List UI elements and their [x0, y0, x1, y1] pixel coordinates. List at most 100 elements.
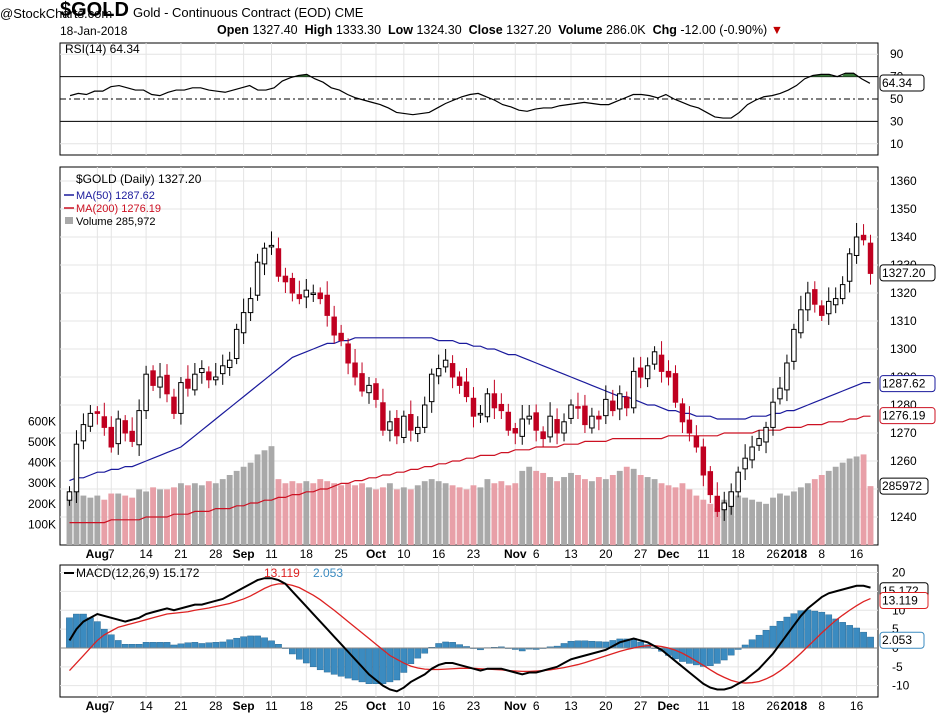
candle-body	[714, 495, 721, 512]
candle-body	[658, 354, 665, 372]
volume-bar	[526, 466, 533, 545]
volume-bar	[679, 483, 686, 545]
macd-histogram-bar	[66, 617, 73, 649]
volume-bar	[519, 470, 526, 545]
macd-histogram-bar	[94, 621, 101, 649]
volume-bar	[484, 479, 491, 545]
volume-bar	[303, 481, 310, 545]
volume-bar	[310, 483, 317, 545]
macd-histogram-bar	[839, 622, 846, 649]
x-axis-label: 23	[467, 699, 481, 713]
candle-body	[136, 410, 142, 446]
candle-body	[206, 371, 212, 381]
volume-bar	[777, 493, 783, 545]
candle-body	[171, 396, 177, 414]
volume-legend-swatch	[65, 217, 73, 224]
candle-body	[463, 381, 470, 398]
volume-bar	[512, 483, 519, 545]
volume-bar	[728, 491, 735, 545]
candle-body	[547, 415, 553, 438]
macd-histogram-bar	[240, 636, 247, 649]
volume-bar	[790, 491, 797, 545]
volume-bar	[435, 481, 442, 545]
candle-body	[805, 292, 811, 311]
volume-bar	[366, 487, 372, 545]
x-axis-label: 16	[850, 699, 864, 713]
candle-body	[387, 421, 393, 431]
volume-bar	[449, 485, 456, 545]
x-axis-label: 27	[634, 547, 648, 561]
volume-bar	[143, 491, 150, 545]
volume-bar	[268, 446, 275, 545]
candle-body	[80, 424, 87, 442]
candle-body	[651, 351, 658, 365]
volume-bar	[700, 499, 707, 545]
candle-body	[798, 309, 804, 334]
candle-body	[763, 426, 769, 443]
volume-legend: Volume 285,972	[76, 216, 156, 228]
volume-bar	[561, 477, 567, 545]
candle-body	[470, 397, 477, 417]
macd-histogram-bar	[804, 609, 812, 649]
macd-histogram-bar	[755, 634, 763, 649]
candle-body	[94, 411, 101, 414]
x-axis-label: 21	[174, 699, 188, 713]
volume-bar	[763, 503, 769, 545]
volume-bar	[373, 489, 379, 545]
candle-body	[554, 419, 560, 434]
x-axis-label: Sep	[233, 699, 255, 713]
candle-body	[401, 415, 407, 438]
macd-histogram-bar	[727, 647, 735, 656]
volume-bar	[784, 495, 790, 545]
candle-body	[303, 289, 310, 298]
volume-bar	[644, 477, 651, 545]
volume-bar	[407, 489, 414, 545]
macd-histogram-bar	[867, 636, 874, 649]
candle-body	[512, 428, 519, 434]
volume-bar	[658, 483, 665, 545]
candle-body	[331, 316, 337, 336]
macd-histogram-bar	[302, 647, 310, 664]
volume-bar	[380, 487, 386, 545]
x-axis-label: Aug	[86, 699, 109, 713]
macd-histogram-bar	[567, 640, 575, 649]
ma200-last-value: 1276.19	[882, 409, 926, 423]
x-axis-label: 7	[108, 547, 115, 561]
rsi-legend: RSI(14) 64.34	[65, 42, 140, 56]
price-tick-label: 1260	[890, 454, 917, 468]
candle-body	[359, 373, 365, 392]
macd-histogram-bar	[177, 643, 185, 649]
volume-tick-label: 100K	[28, 517, 56, 531]
volume-bar	[839, 462, 846, 545]
volume-bar	[463, 489, 470, 545]
macd-histogram-bar	[560, 643, 568, 649]
candle-body	[623, 396, 630, 409]
volume-bar	[442, 483, 449, 545]
x-axis-label: 20	[599, 547, 613, 561]
macd-histogram-bar	[261, 637, 268, 649]
candle-body	[143, 373, 149, 412]
x-axis-label: 23	[467, 547, 481, 561]
candle-body	[853, 236, 860, 256]
rsi-last-value: 64.34	[882, 76, 912, 90]
candle-body	[108, 426, 115, 448]
candle-body	[568, 404, 574, 419]
candle-body	[219, 365, 226, 375]
macd-histogram-bar	[762, 630, 770, 649]
hist-legend: 2.053	[313, 566, 343, 580]
volume-bar	[129, 497, 136, 545]
candle-body	[603, 398, 609, 417]
macd-histogram-bar	[219, 641, 227, 649]
candle-body	[115, 418, 121, 445]
candle-body	[812, 289, 818, 305]
volume-tick-label: 400K	[28, 456, 56, 470]
price-last-value-box	[879, 264, 936, 282]
x-axis-label: 18	[731, 547, 745, 561]
macd-histogram-bar	[706, 647, 714, 666]
candle-body	[289, 277, 296, 294]
volume-bar	[588, 481, 595, 545]
volume-bar	[651, 479, 658, 545]
volume-bar	[630, 468, 637, 545]
volume-tick-label: 200K	[28, 497, 56, 511]
